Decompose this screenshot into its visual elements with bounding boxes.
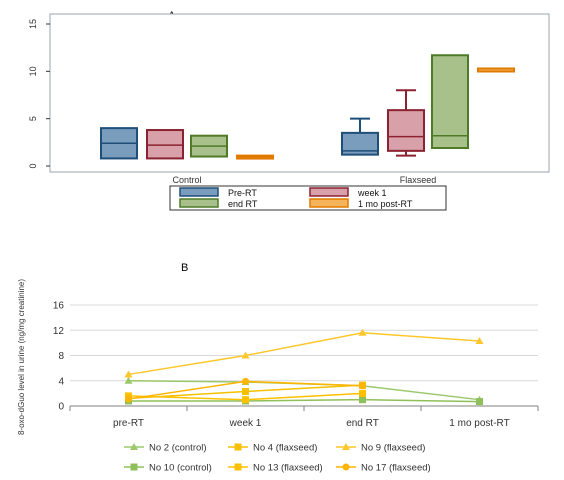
legend-label: No 4 (flaxseed)	[253, 443, 317, 454]
box-control-1-mo-post-rt	[236, 154, 274, 160]
legend-item: 1 mo post-RT	[309, 198, 413, 209]
group-label: Control	[172, 175, 201, 185]
x-tick-label: pre-RT	[113, 418, 144, 429]
x-tick-label: end RT	[346, 418, 379, 429]
legend-item: No 10 (control)	[124, 463, 212, 474]
y-tick-label: 8	[58, 351, 64, 362]
box	[146, 129, 184, 160]
x-tick-label: week 1	[229, 418, 262, 429]
series-no-17-flaxseed	[125, 377, 366, 403]
box-flaxseed-end-rt	[431, 54, 469, 150]
box-control-end-rt	[190, 134, 228, 158]
legend: No 2 (control) No 4 (flaxseed) No 9 (flaxs…	[124, 443, 431, 474]
box-control-pre-rt	[100, 127, 138, 160]
box	[431, 54, 469, 150]
x-tick-label: 1 mo post-RT	[449, 418, 509, 429]
legend: Pre-RT week 1 end RT 1 mo post-RT	[169, 185, 447, 211]
legend-label: week 1	[357, 188, 387, 198]
legend-swatch	[309, 187, 349, 197]
box-flaxseed-pre-rt	[341, 117, 379, 156]
data-point	[242, 396, 249, 404]
legend-swatch	[179, 187, 219, 197]
legend-label: end RT	[228, 199, 258, 209]
data-point	[358, 328, 367, 336]
y-axis-label: 8-oxo-dGuo level in urine (ng/mg creatin…	[17, 279, 26, 435]
y-tick-label: 0	[58, 402, 64, 413]
data-point	[130, 443, 138, 450]
data-point	[124, 370, 133, 378]
y-tick-label: 4	[58, 376, 64, 387]
y-tick-label: 10	[28, 66, 38, 76]
y-tick-label: 5	[28, 116, 38, 121]
data-point	[359, 389, 366, 397]
boxplot-chart: 0 5 10 15 Control Flaxseed Pre-RT week 1 end RT 1…	[28, 13, 550, 211]
legend-item: No 2 (control)	[124, 443, 207, 454]
series-line	[128, 398, 480, 403]
legend-item: No 13 (flaxseed)	[228, 463, 323, 474]
legend-label: No 2 (control)	[149, 443, 207, 454]
legend-label: Pre-RT	[228, 188, 257, 198]
series-no-9-flaxseed	[124, 328, 484, 378]
legend-label: 1 mo post-RT	[358, 199, 413, 209]
box-flaxseed-1-mo-post-rt	[477, 67, 515, 73]
legend-swatch	[179, 198, 219, 208]
legend-label: No 17 (flaxseed)	[361, 463, 431, 474]
data-point	[342, 443, 350, 450]
legend-label: No 13 (flaxseed)	[253, 463, 323, 474]
data-point	[359, 382, 366, 390]
data-point	[475, 336, 484, 344]
box	[387, 109, 425, 152]
series-line	[128, 332, 480, 376]
legend-label: No 9 (flaxseed)	[361, 443, 425, 454]
box-flaxseed-week-1	[387, 89, 425, 157]
legend-item: Pre-RT	[179, 187, 257, 198]
data-point	[242, 387, 249, 395]
data-point	[125, 395, 132, 403]
legend-item: No 4 (flaxseed)	[228, 443, 317, 454]
data-point	[234, 463, 242, 471]
y-tick-label: 15	[28, 19, 38, 29]
legend-item: No 9 (flaxseed)	[336, 443, 425, 454]
group-label: Flaxseed	[400, 175, 437, 185]
legend-item: week 1	[309, 187, 387, 198]
legend-swatch	[309, 198, 349, 208]
legend-item: No 17 (flaxseed)	[336, 463, 431, 474]
data-point	[476, 398, 483, 406]
box	[341, 131, 379, 156]
data-point	[242, 377, 249, 385]
data-point	[130, 463, 138, 471]
data-point	[234, 443, 242, 451]
data-point	[342, 463, 350, 471]
panel-b-label: B	[181, 262, 189, 274]
y-tick-label: 16	[53, 301, 65, 312]
box-control-week-1	[146, 129, 184, 160]
data-point	[124, 376, 133, 384]
y-tick-label: 0	[28, 163, 38, 168]
data-point	[359, 396, 366, 404]
legend-label: No 10 (control)	[149, 463, 212, 474]
legend-item: end RT	[179, 198, 258, 209]
line-chart: 0 4 8 12 16 pre-RT week 1 end RT 1 mo post-RT 8-o…	[17, 279, 539, 474]
data-point	[241, 351, 250, 359]
y-tick-label: 12	[53, 326, 65, 337]
